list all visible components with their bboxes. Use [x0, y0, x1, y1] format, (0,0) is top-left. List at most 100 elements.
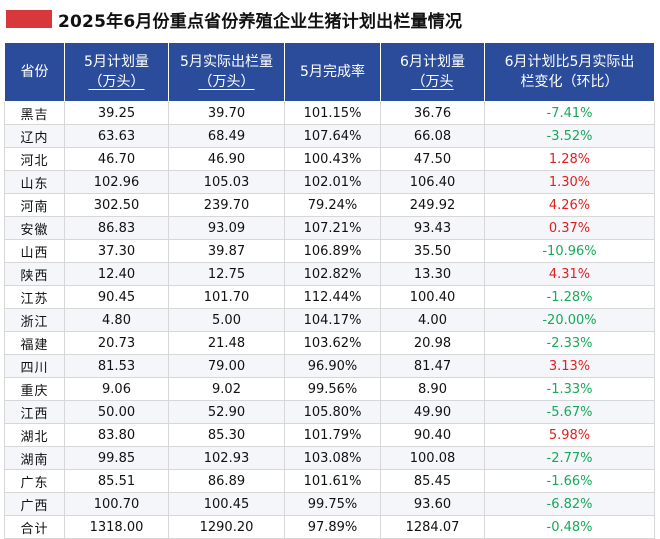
table-row: 陕西 12.40 12.75 102.82% 13.30 4.31% [4, 262, 655, 286]
cell-jun-plan: 81.47 [380, 354, 485, 378]
cell-jun-plan: 249.92 [380, 193, 485, 217]
cell-change: 5.98% [484, 423, 655, 447]
cell-may-rate: 101.79% [284, 423, 381, 447]
cell-may-actual: 102.93 [168, 446, 285, 470]
table-row: 山东 102.96 105.03 102.01% 106.40 1.30% [4, 170, 655, 194]
cell-jun-plan: 8.90 [380, 377, 485, 401]
column-header-province: 省份 [4, 42, 65, 102]
column-header-line: 6月计划比5月实际出 [504, 54, 635, 70]
column-header-unit: （万头） [88, 74, 145, 90]
cell-province: 山东 [4, 170, 65, 194]
data-table-container: 省份 5月计划量 （万头） 5月实际出栏量 （万头） 5月完成率 6月计划量 （… [4, 42, 655, 539]
cell-jun-plan: 4.00 [380, 308, 485, 332]
data-table: 省份 5月计划量 （万头） 5月实际出栏量 （万头） 5月完成率 6月计划量 （… [4, 42, 655, 539]
cell-may-actual: 52.90 [168, 400, 285, 424]
cell-change: -1.33% [484, 377, 655, 401]
cell-may-rate: 103.08% [284, 446, 381, 470]
table-row: 湖南 99.85 102.93 103.08% 100.08 -2.77% [4, 446, 655, 470]
cell-may-plan: 99.85 [64, 446, 169, 470]
cell-may-plan: 46.70 [64, 147, 169, 171]
cell-may-plan: 20.73 [64, 331, 169, 355]
cell-may-actual: 85.30 [168, 423, 285, 447]
column-header-line: 栏变化（环比） [520, 74, 619, 90]
cell-province: 福建 [4, 331, 65, 355]
table-row: 江西 50.00 52.90 105.80% 49.90 -5.67% [4, 400, 655, 424]
cell-may-rate: 107.21% [284, 216, 381, 240]
cell-may-plan: 81.53 [64, 354, 169, 378]
cell-province: 江苏 [4, 285, 65, 309]
table-row: 安徽 86.83 93.09 107.21% 93.43 0.37% [4, 216, 655, 240]
title-accent-block [6, 10, 52, 28]
cell-may-actual: 93.09 [168, 216, 285, 240]
cell-jun-plan: 66.08 [380, 124, 485, 148]
cell-province: 四川 [4, 354, 65, 378]
cell-jun-plan: 100.08 [380, 446, 485, 470]
cell-may-plan: 86.83 [64, 216, 169, 240]
cell-change: 1.30% [484, 170, 655, 194]
column-header-unit: （万头） [198, 74, 255, 90]
cell-may-actual: 39.87 [168, 239, 285, 263]
cell-change: 4.31% [484, 262, 655, 286]
cell-jun-plan: 35.50 [380, 239, 485, 263]
cell-province: 合计 [4, 515, 65, 539]
cell-may-plan: 9.06 [64, 377, 169, 401]
cell-may-rate: 104.17% [284, 308, 381, 332]
cell-change: 3.13% [484, 354, 655, 378]
cell-change: 1.28% [484, 147, 655, 171]
cell-province: 安徽 [4, 216, 65, 240]
column-header-change: 6月计划比5月实际出 栏变化（环比） [484, 42, 655, 102]
table-row: 广西 100.70 100.45 99.75% 93.60 -6.82% [4, 492, 655, 516]
column-header-may-plan: 5月计划量 （万头） [64, 42, 169, 102]
cell-may-plan: 83.80 [64, 423, 169, 447]
cell-change: -10.96% [484, 239, 655, 263]
cell-may-plan: 100.70 [64, 492, 169, 516]
cell-province: 江西 [4, 400, 65, 424]
cell-may-actual: 12.75 [168, 262, 285, 286]
cell-jun-plan: 93.43 [380, 216, 485, 240]
table-row: 江苏 90.45 101.70 112.44% 100.40 -1.28% [4, 285, 655, 309]
cell-may-actual: 79.00 [168, 354, 285, 378]
cell-change: -1.28% [484, 285, 655, 309]
cell-may-rate: 102.82% [284, 262, 381, 286]
cell-province: 重庆 [4, 377, 65, 401]
table-row: 辽内 63.63 68.49 107.64% 66.08 -3.52% [4, 124, 655, 148]
table-row: 重庆 9.06 9.02 99.56% 8.90 -1.33% [4, 377, 655, 401]
cell-change: -5.67% [484, 400, 655, 424]
cell-may-actual: 68.49 [168, 124, 285, 148]
table-row: 河北 46.70 46.90 100.43% 47.50 1.28% [4, 147, 655, 171]
cell-may-rate: 103.62% [284, 331, 381, 355]
title-bar: 2025年6月份重点省份养殖企业生猪计划出栏量情况 [0, 0, 660, 38]
column-header-line: 5月完成率 [300, 64, 365, 80]
cell-change: -2.77% [484, 446, 655, 470]
cell-jun-plan: 1284.07 [380, 515, 485, 539]
cell-may-plan: 63.63 [64, 124, 169, 148]
cell-province: 广东 [4, 469, 65, 493]
cell-may-actual: 1290.20 [168, 515, 285, 539]
cell-may-plan: 12.40 [64, 262, 169, 286]
cell-may-rate: 105.80% [284, 400, 381, 424]
cell-province: 浙江 [4, 308, 65, 332]
cell-may-plan: 102.96 [64, 170, 169, 194]
cell-may-plan: 302.50 [64, 193, 169, 217]
cell-province: 河南 [4, 193, 65, 217]
cell-may-plan: 90.45 [64, 285, 169, 309]
table-row: 福建 20.73 21.48 103.62% 20.98 -2.33% [4, 331, 655, 355]
column-header-may-actual: 5月实际出栏量 （万头） [168, 42, 285, 102]
cell-change: -1.66% [484, 469, 655, 493]
cell-may-actual: 105.03 [168, 170, 285, 194]
column-header-line: 6月计划量 [400, 54, 465, 70]
cell-jun-plan: 85.45 [380, 469, 485, 493]
cell-may-actual: 39.70 [168, 101, 285, 125]
cell-province: 湖北 [4, 423, 65, 447]
cell-change: 4.26% [484, 193, 655, 217]
cell-may-rate: 99.75% [284, 492, 381, 516]
cell-may-rate: 106.89% [284, 239, 381, 263]
cell-change: -7.41% [484, 101, 655, 125]
table-row: 河南 302.50 239.70 79.24% 249.92 4.26% [4, 193, 655, 217]
cell-may-rate: 107.64% [284, 124, 381, 148]
cell-may-rate: 101.61% [284, 469, 381, 493]
cell-may-rate: 101.15% [284, 101, 381, 125]
page-title: 2025年6月份重点省份养殖企业生猪计划出栏量情况 [58, 11, 463, 32]
cell-may-rate: 97.89% [284, 515, 381, 539]
cell-province: 辽内 [4, 124, 65, 148]
